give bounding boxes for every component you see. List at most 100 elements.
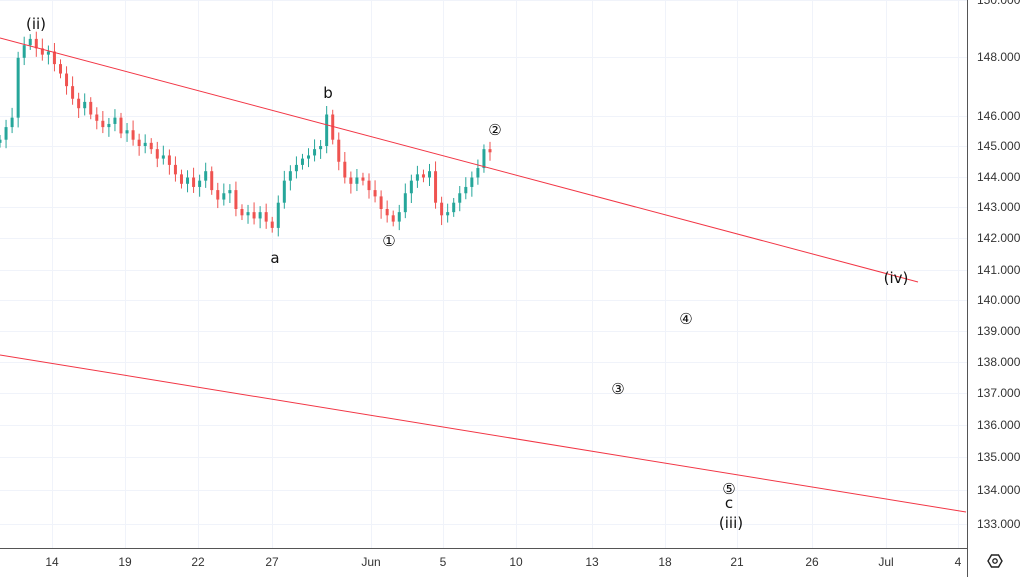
candle	[434, 161, 438, 209]
candle	[71, 76, 75, 105]
candle	[113, 109, 117, 132]
candle	[264, 203, 268, 229]
wave-label[interactable]: a	[270, 249, 279, 267]
time-tick-label: 14	[45, 555, 59, 569]
candle	[337, 132, 341, 171]
candle	[294, 156, 298, 179]
wave-label[interactable]: ⑤	[722, 480, 735, 498]
candle	[313, 139, 317, 162]
time-tick-label: 13	[585, 555, 599, 569]
candle	[458, 186, 462, 212]
candle	[319, 140, 323, 159]
candle	[210, 166, 214, 195]
candle	[137, 133, 141, 156]
price-tick-label: 134.000	[977, 483, 1021, 497]
candle	[325, 105, 329, 154]
candle	[234, 181, 238, 217]
grid	[0, 0, 967, 548]
candle	[173, 156, 177, 182]
candle	[440, 196, 444, 226]
candle	[252, 202, 256, 225]
time-tick-label: 4	[955, 555, 962, 569]
time-tick-label: 21	[730, 555, 744, 569]
candle	[240, 204, 244, 221]
time-tick-label: Jun	[361, 555, 380, 569]
time-tick-label: 18	[658, 555, 672, 569]
candle	[228, 184, 232, 204]
candle	[83, 93, 87, 116]
wave-label[interactable]: (ii)	[26, 15, 46, 33]
candle	[10, 107, 14, 134]
price-tick-label: 140.000	[977, 293, 1021, 307]
upper-trendline[interactable]	[0, 37, 919, 283]
time-tick-label: 27	[265, 555, 279, 569]
candle	[415, 165, 419, 188]
candle	[385, 200, 389, 223]
wave-label[interactable]: ②	[488, 121, 501, 139]
candle	[65, 66, 69, 95]
candle	[361, 172, 365, 186]
candle	[276, 195, 280, 237]
candle	[246, 204, 250, 224]
candle	[4, 119, 8, 149]
wave-label[interactable]: (iii)	[719, 514, 743, 532]
candle	[300, 153, 304, 170]
candle	[167, 149, 171, 175]
candle	[397, 204, 401, 231]
wave-label[interactable]: b	[323, 84, 333, 102]
candle	[16, 51, 20, 128]
price-tick-label: 141.000	[977, 263, 1021, 277]
candle	[179, 169, 183, 189]
candle	[107, 117, 111, 137]
candle	[488, 141, 492, 161]
candle	[101, 111, 105, 134]
candle	[204, 162, 208, 188]
candle	[258, 206, 262, 229]
price-tick-label: 143.000	[977, 200, 1021, 214]
price-tick-label: 144.000	[977, 170, 1021, 184]
price-tick-label: 133.000	[977, 517, 1021, 531]
wave-label[interactable]: c	[725, 494, 733, 512]
time-axis[interactable]: 14 19 22 27 Jun 5 10 13 18 21 26 Jul 4	[45, 555, 961, 569]
candle	[222, 183, 226, 206]
lower-trendline[interactable]	[0, 354, 967, 513]
candle	[216, 182, 220, 209]
candle	[34, 31, 38, 57]
time-tick-label: 22	[191, 555, 205, 569]
candle	[89, 97, 93, 120]
candle	[403, 183, 407, 219]
candle	[270, 216, 274, 233]
wave-label[interactable]: ④	[679, 310, 692, 328]
wave-label[interactable]: ①	[382, 232, 395, 250]
price-tick-label: 138.000	[977, 355, 1021, 369]
price-tick-label: 148.000	[977, 50, 1021, 64]
candle	[119, 112, 123, 139]
candle	[421, 169, 425, 183]
wave-label[interactable]: ③	[611, 380, 624, 398]
candle	[149, 138, 153, 154]
candle	[186, 170, 190, 193]
candle	[307, 148, 311, 168]
candle	[131, 120, 135, 146]
candle	[77, 92, 81, 118]
price-tick-label: 145.000	[977, 139, 1021, 153]
candle	[331, 109, 335, 145]
candle	[343, 151, 347, 184]
settings-hexagon-icon[interactable]	[987, 554, 1003, 568]
wave-labels: (ii) b a ① ② (iv) ④ ③ ⑤c (iii)	[26, 15, 908, 532]
candle	[409, 174, 413, 204]
price-axis[interactable]: 150.000 148.000 146.000 145.000 144.000 143.0…	[977, 0, 1021, 531]
price-tick-label: 146.000	[977, 109, 1021, 123]
candles	[0, 31, 492, 237]
price-tick-label: 136.000	[977, 418, 1021, 432]
candle	[482, 144, 486, 173]
wave-label[interactable]: (iv)	[884, 269, 909, 287]
candle	[470, 171, 474, 197]
candle	[0, 134, 2, 148]
candle	[125, 123, 129, 142]
time-tick-label: 19	[118, 555, 132, 569]
time-tick-label: 10	[509, 555, 523, 569]
candle	[355, 168, 359, 192]
